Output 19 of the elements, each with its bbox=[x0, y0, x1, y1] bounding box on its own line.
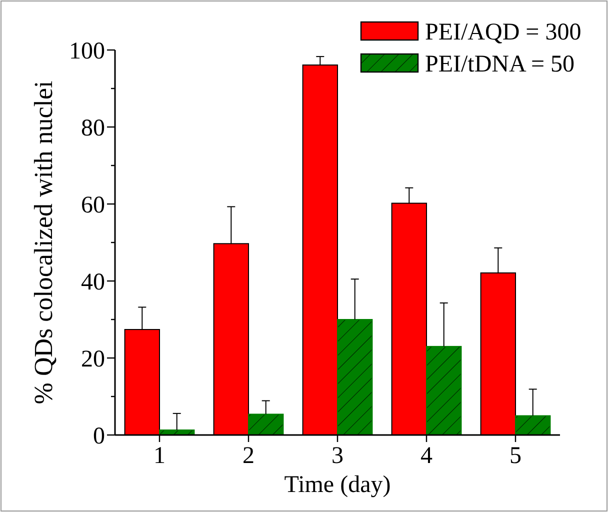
bar bbox=[515, 415, 551, 436]
y-tick-label: 40 bbox=[81, 269, 105, 296]
legend-label: PEI/tDNA = 50 bbox=[425, 51, 575, 78]
y-tick-label: 60 bbox=[81, 192, 105, 218]
y-axis-title: % QDs colocalized with nuclei bbox=[29, 80, 58, 404]
y-tick-label: 0 bbox=[93, 423, 105, 450]
x-tick-label: 5 bbox=[510, 443, 522, 469]
y-tick-label: 80 bbox=[81, 115, 105, 142]
legend-label: PEI/AQD = 300 bbox=[425, 19, 582, 46]
x-tick-label: 2 bbox=[242, 443, 254, 469]
y-tick-label: 100 bbox=[69, 38, 105, 64]
bar bbox=[337, 319, 373, 436]
x-tick-label: 4 bbox=[420, 443, 432, 469]
x-tick-label: 3 bbox=[332, 443, 344, 469]
bar bbox=[426, 346, 462, 436]
x-tick-label: 1 bbox=[154, 443, 166, 469]
x-axis-title: Time (day) bbox=[284, 472, 391, 498]
bar bbox=[248, 414, 284, 436]
y-tick-label: 20 bbox=[81, 346, 105, 372]
